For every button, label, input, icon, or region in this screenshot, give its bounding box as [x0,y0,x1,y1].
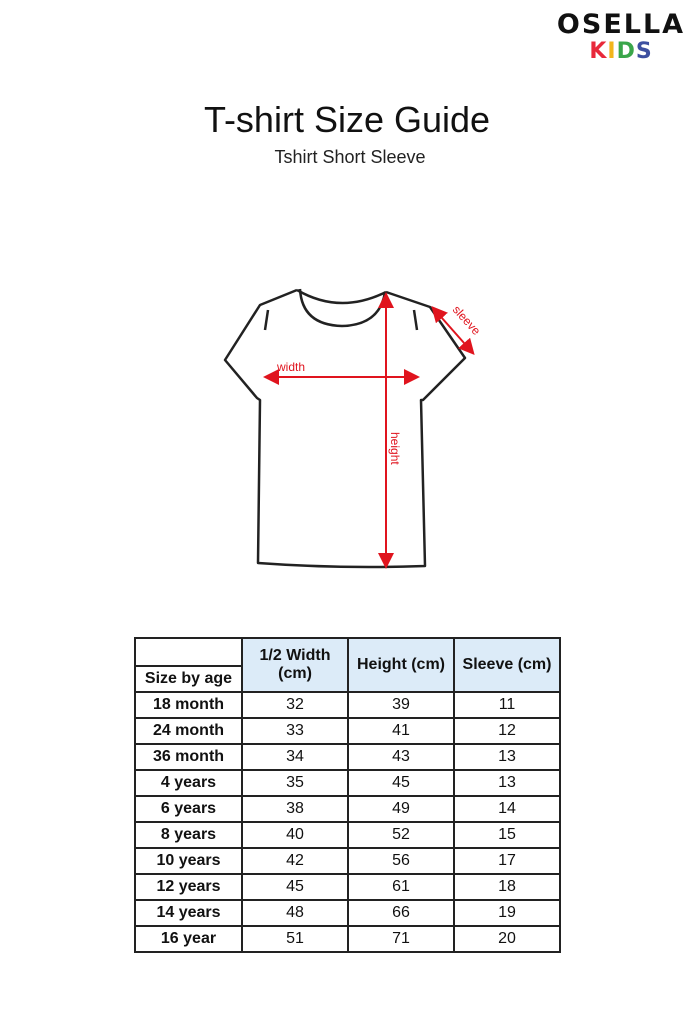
width-cell: 33 [241,717,349,745]
sleeve-cell: 11 [453,691,561,719]
table-row: 6 years 38 49 14 [134,795,561,823]
height-cell: 66 [347,899,455,927]
height-cell: 71 [347,925,455,953]
age-cell: 24 month [134,717,243,745]
age-cell: 12 years [134,873,243,901]
header-width: 1/2 Width (cm) [241,637,349,693]
header-sleeve: Sleeve (cm) [453,637,561,693]
sleeve-cell: 12 [453,717,561,745]
width-cell: 48 [241,899,349,927]
sleeve-arrow [431,306,475,355]
width-label: width [276,360,305,374]
age-cell: 16 year [134,925,243,953]
age-cell: 36 month [134,743,243,771]
width-cell: 34 [241,743,349,771]
sleeve-cell: 19 [453,899,561,927]
age-cell: 6 years [134,795,243,823]
height-cell: 41 [347,717,455,745]
sleeve-cell: 18 [453,873,561,901]
table-row: 16 year 51 71 20 [134,925,561,953]
sleeve-cell: 13 [453,769,561,797]
header-height: Height (cm) [347,637,455,693]
width-cell: 35 [241,769,349,797]
height-cell: 45 [347,769,455,797]
height-label: height [388,432,402,465]
width-cell: 40 [241,821,349,849]
logo-letter: S [635,39,653,64]
osella-kids-logo: OSELLA KIDS [553,10,689,64]
height-cell: 43 [347,743,455,771]
width-cell: 32 [241,691,349,719]
sleeve-cell: 15 [453,821,561,849]
width-cell: 42 [241,847,349,875]
table-row: 14 years 48 66 19 [134,899,561,927]
table-row: 24 month 33 41 12 [134,717,561,745]
logo-letter: D [616,39,636,64]
sleeve-cell: 20 [453,925,561,953]
height-cell: 39 [347,691,455,719]
sleeve-cell: 14 [453,795,561,823]
age-cell: 10 years [134,847,243,875]
height-cell: 56 [347,847,455,875]
age-cell: 14 years [134,899,243,927]
table-row: 10 years 42 56 17 [134,847,561,875]
age-cell: 4 years [134,769,243,797]
age-cell: 8 years [134,821,243,849]
sleeve-cell: 13 [453,743,561,771]
page-subtitle: Tshirt Short Sleeve [274,147,426,167]
height-cell: 49 [347,795,455,823]
logo-letter: I [607,39,617,64]
height-cell: 61 [347,873,455,901]
table-row: 4 years 35 45 13 [134,769,561,797]
logo-letter: K [589,39,608,64]
header-blank-cell [134,637,243,667]
header-age: Size by age [134,665,243,693]
width-cell: 51 [241,925,349,953]
tshirt-diagram: width height sleeve [223,288,484,569]
page-title: T-shirt Size Guide [203,99,491,140]
table-row: 8 years 40 52 15 [134,821,561,849]
width-cell: 45 [241,873,349,901]
height-cell: 52 [347,821,455,849]
table-row: 36 month 34 43 13 [134,743,561,771]
tshirt-outline [223,288,467,569]
logo-kids: KIDS [553,40,689,64]
table-row: 18 month 32 39 11 [134,691,561,719]
size-table: 1/2 Width (cm) Height (cm) Sleeve (cm) S… [134,637,561,953]
table-row: 12 years 45 61 18 [134,873,561,901]
logo-wordmark: OSELLA [556,9,686,40]
age-cell: 18 month [134,691,243,719]
sleeve-cell: 17 [453,847,561,875]
width-cell: 38 [241,795,349,823]
